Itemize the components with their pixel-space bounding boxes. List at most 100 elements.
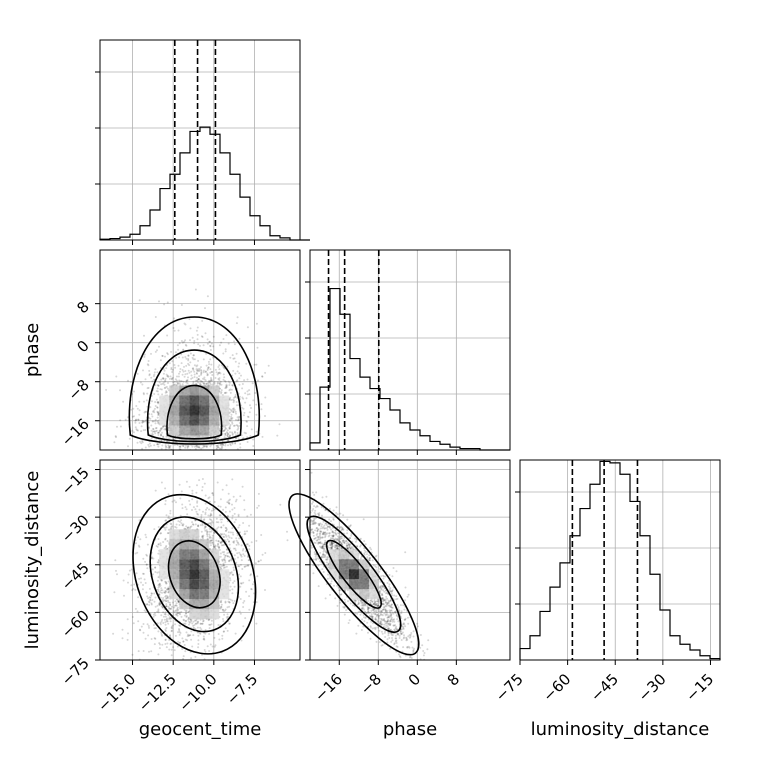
scatter-point bbox=[233, 600, 236, 602]
scatter-point bbox=[219, 607, 222, 610]
scatter-point bbox=[147, 625, 150, 627]
scatter-point bbox=[170, 366, 173, 369]
scatter-point bbox=[145, 603, 148, 606]
scatter-point bbox=[179, 380, 182, 383]
scatter-point bbox=[235, 437, 238, 440]
scatter-point bbox=[171, 500, 174, 503]
scatter-point bbox=[208, 508, 211, 511]
scatter-point bbox=[158, 431, 160, 434]
scatter-point bbox=[176, 381, 179, 384]
scatter-point bbox=[174, 378, 177, 381]
scatter-point bbox=[216, 451, 218, 453]
scatter-point bbox=[191, 367, 194, 370]
scatter-point bbox=[213, 546, 216, 548]
scatter-point bbox=[177, 640, 180, 643]
scatter-point bbox=[241, 387, 244, 390]
scatter-point bbox=[147, 360, 150, 362]
scatter-point bbox=[193, 340, 196, 342]
scatter-point bbox=[402, 604, 405, 607]
scatter-point bbox=[251, 583, 254, 586]
scatter-point bbox=[156, 371, 159, 374]
scatter-point bbox=[131, 429, 134, 432]
scatter-point bbox=[154, 596, 157, 599]
scatter-point bbox=[402, 646, 405, 649]
scatter-point bbox=[189, 339, 191, 342]
scatter-point bbox=[206, 445, 208, 448]
scatter-point bbox=[202, 619, 205, 622]
scatter-point bbox=[375, 602, 378, 605]
scatter-point bbox=[264, 589, 266, 591]
scatter-point bbox=[219, 600, 222, 603]
scatter-point bbox=[209, 379, 212, 382]
scatter-point bbox=[333, 545, 336, 548]
scatter-point bbox=[227, 600, 230, 603]
scatter-point bbox=[232, 369, 235, 372]
scatter-point bbox=[404, 599, 407, 602]
scatter-point bbox=[240, 559, 243, 562]
scatter-point bbox=[200, 335, 203, 338]
scatter-point bbox=[219, 518, 222, 521]
scatter-point bbox=[217, 543, 219, 546]
scatter-point bbox=[148, 413, 151, 415]
scatter-point bbox=[228, 560, 231, 563]
scatter-point bbox=[224, 387, 227, 390]
scatter-point bbox=[387, 632, 390, 635]
scatter-point bbox=[234, 431, 236, 434]
density-cell bbox=[179, 529, 190, 540]
scatter-point bbox=[395, 595, 398, 598]
scatter-point bbox=[144, 446, 147, 449]
scatter-point bbox=[166, 588, 169, 591]
scatter-point bbox=[205, 352, 208, 355]
scatter-point bbox=[188, 620, 191, 623]
scatter-point bbox=[141, 419, 144, 422]
scatter-point bbox=[226, 520, 229, 523]
scatter-point bbox=[220, 533, 223, 536]
scatter-point bbox=[135, 405, 138, 407]
scatter-point bbox=[243, 431, 246, 434]
scatter-point bbox=[180, 340, 183, 342]
scatter-point bbox=[235, 322, 238, 325]
scatter-point bbox=[228, 502, 231, 505]
scatter-point bbox=[151, 568, 154, 571]
scatter-point bbox=[338, 541, 341, 544]
scatter-point bbox=[224, 566, 227, 569]
scatter-point bbox=[158, 604, 161, 606]
scatter-point bbox=[160, 434, 162, 437]
scatter-point bbox=[208, 527, 211, 530]
scatter-point bbox=[168, 445, 170, 448]
scatter-point bbox=[247, 564, 250, 567]
scatter-point bbox=[228, 384, 231, 386]
scatter-point bbox=[238, 573, 240, 576]
scatter-point bbox=[217, 446, 220, 449]
scatter-point bbox=[151, 415, 154, 418]
scatter-point bbox=[154, 420, 156, 423]
scatter-point bbox=[167, 493, 170, 496]
scatter-point bbox=[217, 540, 220, 543]
scatter-point bbox=[174, 610, 177, 613]
scatter-point bbox=[157, 584, 160, 587]
scatter-point bbox=[150, 352, 152, 355]
scatter-point bbox=[223, 436, 226, 439]
scatter-point bbox=[231, 422, 234, 425]
scatter-point bbox=[234, 372, 237, 375]
scatter-point bbox=[208, 650, 211, 652]
scatter-point bbox=[196, 621, 199, 624]
scatter-point bbox=[229, 444, 232, 447]
scatter-point bbox=[176, 383, 179, 386]
scatter-point bbox=[171, 624, 174, 627]
scatter-point bbox=[154, 418, 157, 421]
scatter-point bbox=[144, 429, 147, 431]
scatter-point bbox=[209, 435, 212, 437]
scatter-point bbox=[202, 371, 205, 374]
scatter-point bbox=[200, 530, 203, 533]
scatter-point bbox=[187, 358, 190, 360]
scatter-point bbox=[168, 517, 171, 520]
scatter-point bbox=[205, 382, 208, 385]
scatter-point bbox=[143, 353, 146, 356]
scatter-point bbox=[181, 503, 184, 506]
scatter-point bbox=[180, 522, 183, 525]
scatter-point bbox=[231, 588, 234, 591]
scatter-point bbox=[248, 389, 251, 392]
scatter-point bbox=[158, 583, 161, 586]
scatter-point bbox=[180, 362, 183, 365]
